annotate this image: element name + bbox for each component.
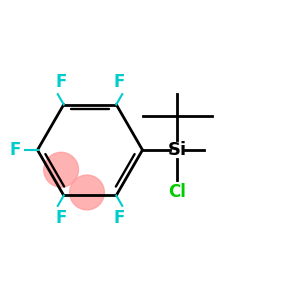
Text: F: F (55, 73, 66, 91)
Text: Cl: Cl (168, 183, 186, 201)
Text: Si: Si (167, 141, 187, 159)
Circle shape (44, 152, 79, 187)
Text: F: F (114, 73, 125, 91)
Text: F: F (55, 209, 66, 227)
Circle shape (70, 175, 104, 210)
Text: F: F (114, 209, 125, 227)
Text: F: F (10, 141, 21, 159)
